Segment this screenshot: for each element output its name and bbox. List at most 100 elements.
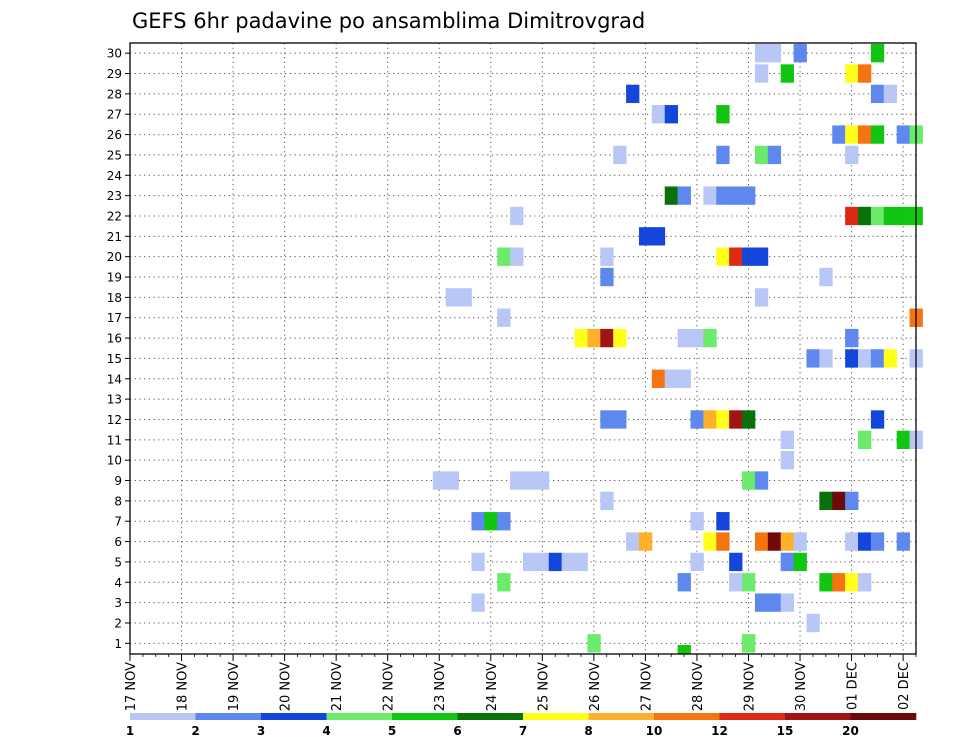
precip-cell (870, 84, 885, 104)
precip-cell (870, 349, 885, 368)
precip-cell (883, 349, 898, 368)
precip-cell (832, 491, 846, 511)
precip-cell (742, 634, 756, 653)
precip-cell (806, 349, 820, 368)
precip-cell (742, 247, 756, 266)
precip-cell (780, 593, 794, 612)
precip-cell (729, 573, 743, 592)
y-tick-label: 19 (107, 271, 122, 285)
x-tick-label: 23 NOV (433, 662, 448, 711)
y-tick-label: 22 (107, 209, 122, 223)
y-tick-label: 5 (114, 555, 122, 569)
precip-cell (716, 105, 730, 124)
y-tick-label: 10 (107, 454, 122, 468)
precip-cell (613, 145, 627, 165)
precip-cell (780, 532, 794, 551)
x-tick-label: 24 NOV (485, 662, 500, 711)
legend-label: 8 (584, 724, 592, 738)
precip-cell (677, 645, 691, 654)
precip-cell (845, 125, 859, 144)
precip-cell (845, 145, 859, 165)
y-tick-label: 20 (107, 250, 122, 264)
legend-swatch (719, 713, 786, 720)
x-tick-label: 25 NOV (536, 662, 551, 711)
y-tick-label: 13 (107, 393, 122, 407)
legend-swatch (588, 713, 655, 720)
precip-cell (793, 552, 807, 572)
x-tick-label: 01 DEC (846, 662, 861, 710)
precip-cell (497, 247, 511, 266)
precip-cell (832, 125, 846, 144)
precip-cell (600, 328, 614, 348)
y-tick-label: 2 (114, 616, 122, 630)
precip-cell (870, 44, 885, 63)
precip-cell (742, 471, 756, 490)
precip-cell (690, 410, 704, 429)
precip-cell (600, 491, 614, 511)
precip-cell (767, 532, 782, 551)
precip-cell (858, 573, 872, 592)
legend-label: 4 (322, 724, 330, 738)
precip-cell (767, 145, 782, 165)
precip-cell (754, 288, 769, 307)
y-tick-label: 24 (107, 169, 122, 183)
precip-cell (896, 206, 910, 226)
precip-cell (690, 512, 704, 531)
legend-swatch (523, 713, 589, 720)
precip-cell (484, 512, 498, 531)
precip-cell (767, 593, 782, 612)
legend-swatch (130, 713, 196, 720)
y-tick-label: 21 (107, 230, 122, 244)
precip-cell (716, 145, 730, 165)
precip-cell (626, 84, 640, 104)
precip-cell (845, 64, 859, 83)
legend-swatch (195, 713, 262, 720)
y-axis: 1234567891011121314151617181920212223242… (107, 47, 130, 651)
precip-cell (896, 430, 910, 449)
y-tick-label: 11 (107, 433, 122, 447)
precip-cell (523, 471, 537, 490)
y-tick-label: 12 (107, 413, 122, 427)
precip-cell (883, 206, 898, 226)
y-tick-label: 9 (114, 474, 122, 488)
x-tick-label: 29 NOV (742, 662, 757, 711)
precip-cell (754, 247, 769, 266)
precip-cell (458, 288, 472, 307)
precip-cell (780, 552, 794, 572)
precip-cell (716, 247, 730, 266)
y-tick-label: 14 (107, 372, 122, 386)
y-tick-label: 17 (107, 311, 122, 325)
precipitation-cells (432, 44, 923, 654)
precip-cell (716, 512, 730, 531)
precip-cell (716, 186, 730, 205)
precip-cell (690, 552, 704, 572)
precip-cell (561, 552, 575, 572)
legend-label: 10 (646, 724, 663, 738)
precip-cell (819, 349, 833, 368)
precip-cell (703, 532, 717, 551)
x-tick-label: 22 NOV (382, 662, 397, 711)
legend-label: 1 (126, 724, 134, 738)
precip-cell (858, 64, 872, 83)
y-tick-label: 3 (114, 596, 122, 610)
legend-label: 20 (842, 724, 859, 738)
precip-cell (819, 267, 833, 287)
precip-cell (729, 247, 743, 266)
x-tick-label: 27 NOV (639, 662, 654, 711)
precip-cell (793, 44, 807, 63)
x-tick-label: 18 NOV (176, 662, 191, 711)
precip-cell (574, 328, 588, 348)
x-tick-label: 30 NOV (794, 662, 809, 711)
precip-cell (445, 471, 459, 490)
y-tick-label: 18 (107, 291, 122, 305)
x-tick-label: 19 NOV (227, 662, 242, 711)
precip-cell (858, 430, 872, 449)
precip-cell (845, 573, 859, 592)
legend-label: 3 (257, 724, 265, 738)
precip-cell (870, 532, 885, 551)
x-tick-label: 17 NOV (124, 662, 139, 711)
precip-cell (548, 552, 563, 572)
precip-cell (845, 349, 859, 368)
precip-cell (754, 44, 769, 63)
